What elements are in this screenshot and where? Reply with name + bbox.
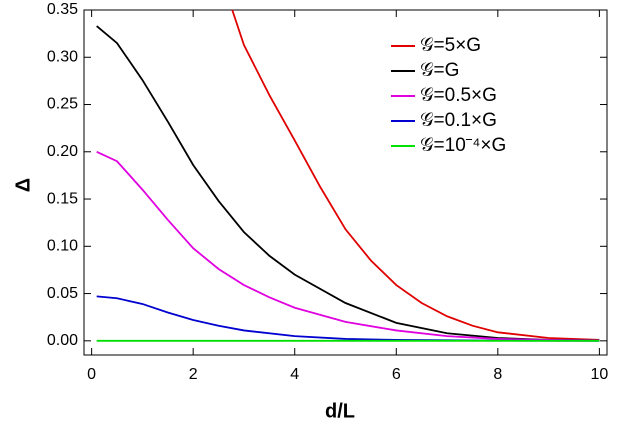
y-tick-label: 0.25	[47, 96, 78, 113]
y-axis-label: Δ	[12, 178, 34, 192]
x-tick-label: 2	[189, 366, 198, 383]
x-tick-label: 4	[290, 366, 299, 383]
plot-frame	[83, 9, 608, 356]
y-tick-label: 0.20	[47, 143, 78, 160]
x-axis-label: d/L	[325, 400, 355, 422]
y-tick-label: 0.00	[47, 332, 78, 349]
series-line	[96, 25, 600, 342]
x-tick-label: 0	[87, 366, 96, 383]
y-tick-label: 0.10	[47, 238, 78, 255]
legend-label: 𝒢=0.5×G	[420, 85, 497, 106]
y-tick-label: 0.30	[47, 48, 78, 65]
y-tick-label: 0.05	[47, 285, 78, 302]
series-line	[231, 9, 600, 341]
x-tick-label: 6	[392, 366, 401, 383]
y-tick-label: 0.35	[47, 1, 78, 18]
x-tick-label: 8	[493, 366, 502, 383]
legend-label: 𝒢=5×G	[420, 35, 481, 56]
series-line	[96, 150, 600, 342]
y-tick-label: 0.15	[47, 190, 78, 207]
legend-label: 𝒢=10⁻⁴×G	[420, 135, 506, 156]
x-tick-label: 10	[590, 366, 608, 383]
legend-label: 𝒢=0.1×G	[420, 110, 497, 131]
legend-label: 𝒢=G	[420, 60, 459, 81]
